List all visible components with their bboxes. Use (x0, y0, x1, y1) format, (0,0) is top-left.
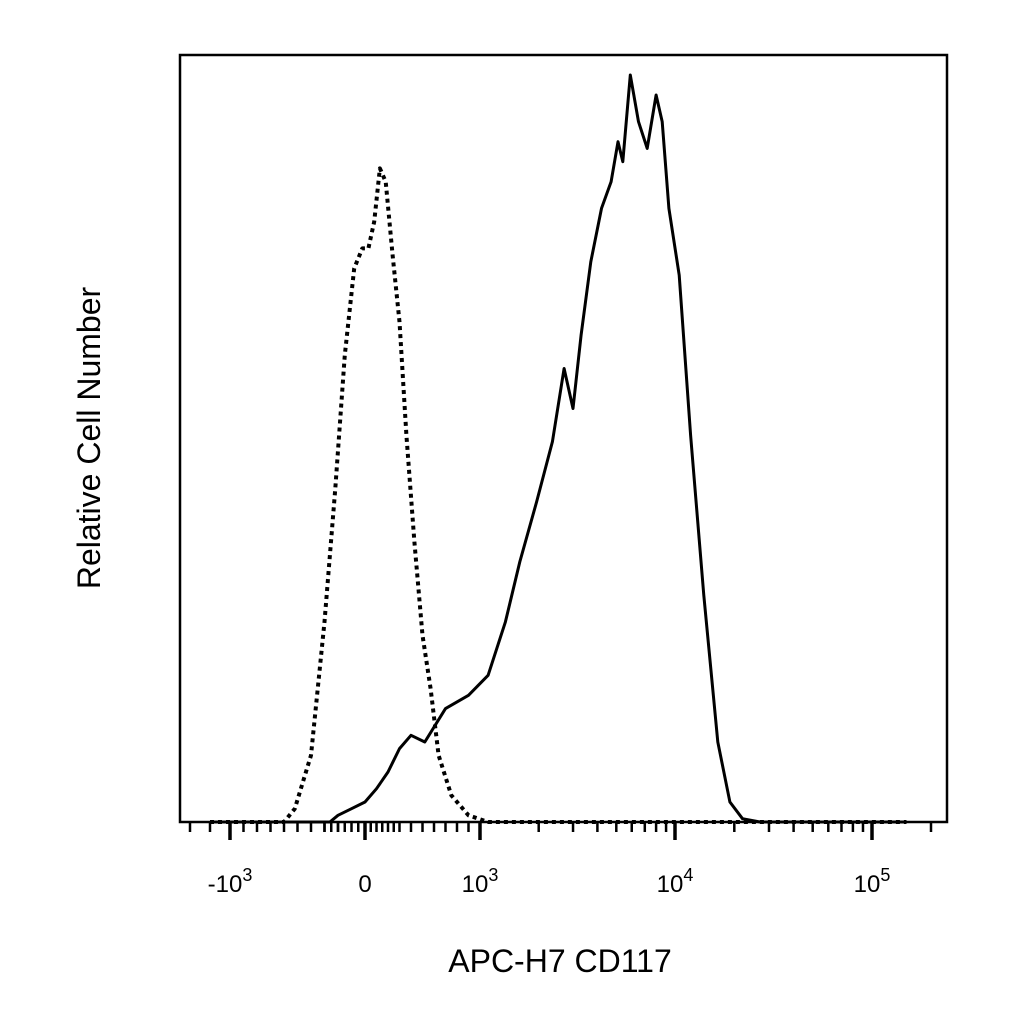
x-tick-labels: -103 0 103 104 105 (208, 865, 891, 898)
x-tick-label-base: 10 (657, 871, 684, 898)
x-tick-label-exponent: 3 (242, 865, 252, 885)
x-tick-label-base: 10 (462, 871, 489, 898)
x-tick-label: 104 (657, 865, 694, 898)
x-axis: -103 0 103 104 105 (188, 822, 933, 898)
solid-histogram-line (210, 73, 907, 824)
major-ticks (228, 822, 874, 840)
x-tick-label: 0 (358, 871, 371, 898)
x-tick-label: -103 (208, 865, 253, 898)
y-axis-title: Relative Cell Number (71, 286, 107, 589)
x-tick-label-exponent: 4 (683, 865, 693, 885)
x-tick-label-base: 10 (854, 871, 881, 898)
x-tick-label-exponent: 3 (488, 865, 498, 885)
x-tick-label: 103 (462, 865, 499, 898)
x-tick-label-base: -10 (208, 871, 243, 898)
x-tick-label-base: 0 (358, 871, 371, 898)
series-layer (210, 73, 907, 824)
plot-area (178, 53, 949, 824)
plot-frame (178, 53, 949, 824)
x-tick-label: 105 (854, 865, 891, 898)
minor-ticks (188, 822, 933, 832)
dotted-histogram-line (210, 166, 907, 824)
x-axis-title: APC-H7 CD117 (448, 943, 671, 979)
x-tick-label-exponent: 5 (880, 865, 890, 885)
